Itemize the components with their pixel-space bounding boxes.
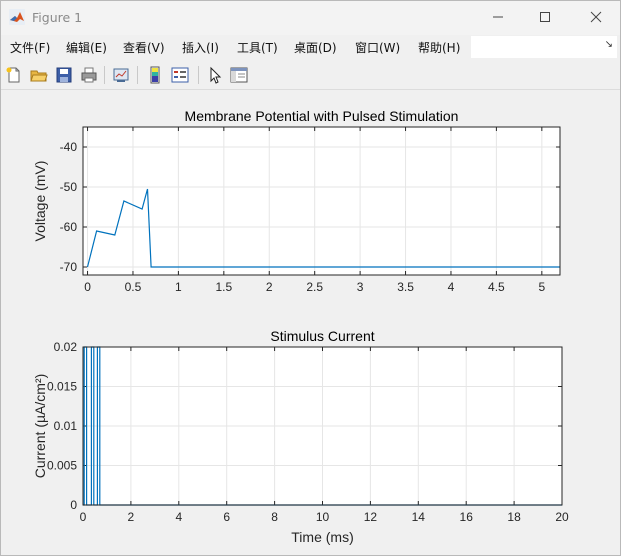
- open-file-icon[interactable]: [30, 66, 48, 84]
- toolbar-separator: [198, 66, 199, 84]
- x-tick-label: 14: [412, 510, 426, 524]
- menu-desktop[interactable]: 桌面(D): [294, 41, 337, 55]
- data-line: [86, 188, 560, 268]
- voltage-axes[interactable]: 0 0.5 1 1.5 2 2.5 3 3.5 4 4.5 5 -40 -50 -60 -70 Membran…: [32, 108, 561, 294]
- legend-icon[interactable]: [171, 66, 189, 84]
- y-tick-label: -60: [60, 220, 78, 234]
- x-tick-label: 2.5: [306, 280, 323, 294]
- axes-background: [83, 127, 560, 275]
- toolbar: [1, 61, 620, 90]
- x-tick-label: 1.5: [215, 280, 232, 294]
- x-tick-label: 12: [364, 510, 378, 524]
- y-axis-label: Voltage (mV): [32, 161, 48, 242]
- toolbar-separator: [137, 66, 138, 84]
- x-tick-label: 0: [80, 510, 87, 524]
- y-tick-label: -70: [60, 260, 78, 274]
- x-tick-label: 2: [128, 510, 135, 524]
- x-tick-label: 4: [448, 280, 455, 294]
- y-tick-label: -40: [60, 140, 78, 154]
- menu-tools[interactable]: 工具(T): [237, 41, 278, 55]
- axes-title: Membrane Potential with Pulsed Stimulati…: [185, 108, 459, 124]
- menu-window[interactable]: 窗口(W): [355, 41, 401, 55]
- save-icon[interactable]: [55, 66, 73, 84]
- link-plot-icon[interactable]: [112, 66, 130, 84]
- menu-help[interactable]: 帮助(H): [418, 41, 461, 55]
- x-tick-label: 4: [175, 510, 182, 524]
- y-tick-label: 0.01: [54, 419, 78, 433]
- window-title: Figure 1: [32, 10, 83, 25]
- x-tick-label: 20: [555, 510, 569, 524]
- axes-title: Stimulus Current: [270, 328, 374, 344]
- x-tick-label: 1: [175, 280, 182, 294]
- y-tick-label: 0.015: [47, 380, 77, 394]
- minimize-icon: [493, 16, 503, 18]
- y-tick-label: 0.02: [54, 340, 78, 354]
- figure-canvas[interactable]: 0 0.5 1 1.5 2 2.5 3 3.5 4 4.5 5 -40 -50 -60 -70 Membran…: [1, 90, 620, 555]
- close-button[interactable]: [573, 1, 619, 33]
- print-icon[interactable]: [80, 66, 98, 84]
- minimize-button[interactable]: [475, 1, 521, 33]
- x-axis-label: Time (ms): [291, 529, 353, 545]
- x-tick-label: 4.5: [488, 280, 505, 294]
- new-figure-icon[interactable]: [5, 66, 23, 84]
- menu-bar: 文件(F) 编辑(E) 查看(V) 插入(I) 工具(T) 桌面(D) 窗口(W…: [1, 36, 620, 58]
- y-tick-label: 0.005: [47, 459, 77, 473]
- maximize-icon: [540, 12, 550, 22]
- colorbar-icon[interactable]: [146, 66, 164, 84]
- menu-edit[interactable]: 编辑(E): [66, 41, 107, 55]
- menu-spacer: ↘: [471, 36, 617, 58]
- toolbar-separator: [104, 66, 105, 84]
- x-tick-label: 18: [507, 510, 521, 524]
- x-tick-label: 2: [266, 280, 273, 294]
- axes-box: [82, 126, 561, 276]
- x-tick-label: 16: [460, 510, 474, 524]
- dock-arrow-icon[interactable]: ↘: [604, 39, 613, 50]
- x-tick-label: 6: [223, 510, 230, 524]
- x-tick-label: 10: [316, 510, 330, 524]
- y-axis-label: Current (µA/cm²): [32, 374, 48, 479]
- x-tick-label: 0: [84, 280, 91, 294]
- y-tick-label: -50: [60, 180, 78, 194]
- menu-file[interactable]: 文件(F): [10, 41, 51, 55]
- property-inspector-icon[interactable]: [230, 66, 248, 84]
- y-tick-label: 0: [70, 498, 77, 512]
- close-icon: [590, 11, 602, 23]
- x-tick-label: 3.5: [397, 280, 414, 294]
- x-tick-label: 8: [271, 510, 278, 524]
- matlab-logo-icon: [9, 9, 25, 25]
- axes-box: [82, 346, 563, 506]
- menu-view[interactable]: 查看(V): [123, 41, 165, 55]
- x-tick-label: 0.5: [125, 280, 142, 294]
- figure-canvas-area: 0 0.5 1 1.5 2 2.5 3 3.5 4 4.5 5 -40 -50 -60 -70 Membran…: [1, 90, 620, 555]
- current-axes[interactable]: 0 2 4 6 8 10 12 14 16 18 20 0.02 0.015 0.01 0.005 0 Stim…: [32, 328, 569, 545]
- title-bar[interactable]: Figure 1: [1, 1, 620, 35]
- x-tick-label: 5: [538, 280, 545, 294]
- menu-insert[interactable]: 插入(I): [182, 41, 219, 55]
- x-tick-label: 3: [357, 280, 364, 294]
- pointer-icon[interactable]: [206, 66, 224, 84]
- maximize-button[interactable]: [522, 1, 568, 33]
